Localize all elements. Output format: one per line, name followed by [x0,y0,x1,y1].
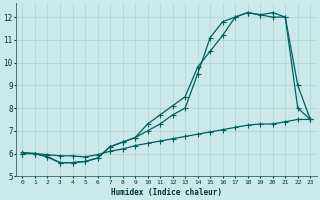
X-axis label: Humidex (Indice chaleur): Humidex (Indice chaleur) [111,188,222,197]
